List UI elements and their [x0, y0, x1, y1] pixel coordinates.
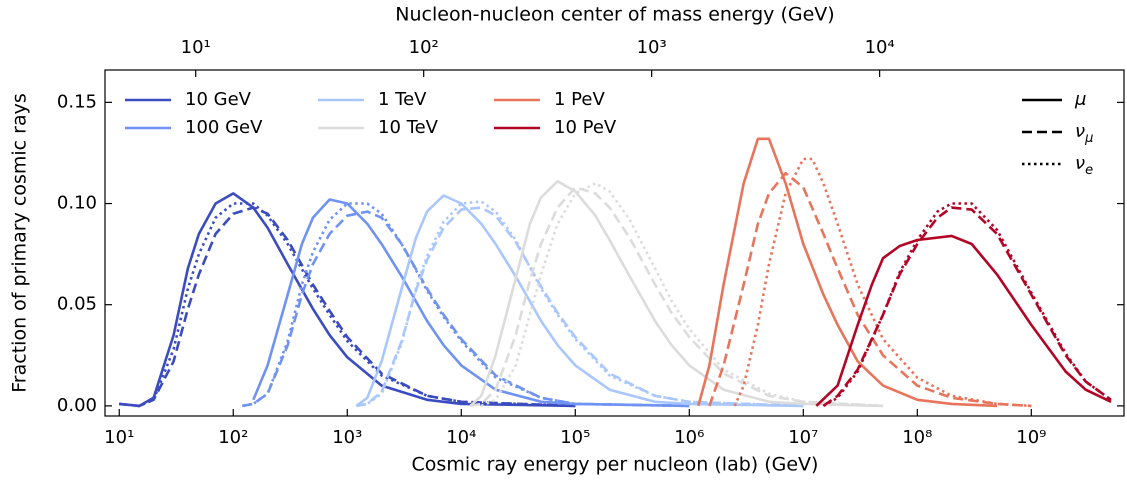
flavor-symbol: ν	[1075, 153, 1085, 174]
x-tick-label: 10³	[332, 427, 362, 448]
legend-label: 10 GeV	[185, 89, 252, 110]
x-tick-label: 10⁹	[1016, 427, 1046, 448]
x-tick-label: 10¹	[104, 427, 134, 448]
legend-label: 10 PeV	[554, 117, 617, 138]
series-line	[355, 194, 804, 408]
series-line	[356, 200, 804, 408]
series-line	[119, 206, 576, 408]
x-axis-label: Cosmic ray energy per nucleon (lab) (GeV…	[412, 454, 819, 476]
series-line	[480, 182, 884, 408]
x-tick-label: 10⁸	[902, 427, 932, 448]
series-line	[697, 137, 998, 408]
x-tick-label: 10⁵	[560, 427, 590, 448]
x-tick-label: 10²	[218, 427, 248, 448]
series-line	[815, 234, 1112, 407]
x-tick-label: 10⁷	[788, 427, 818, 448]
plot-frame	[104, 69, 1125, 417]
series-line	[252, 198, 690, 408]
y-tick-label: 0.15	[57, 91, 97, 112]
y-tick-label: 0.00	[57, 395, 97, 416]
x2-tick-label: 10³	[637, 37, 667, 58]
legend-label: 100 GeV	[185, 117, 263, 138]
x-tick-label: 10⁴	[446, 427, 476, 448]
flavor-subscript: e	[1085, 163, 1093, 178]
flavor-subscript: μ	[1084, 131, 1093, 146]
series-line	[119, 202, 576, 408]
x2-tick-label: 10²	[409, 37, 439, 58]
plot-lines	[119, 137, 1112, 408]
x2-tick-label: 10¹	[181, 37, 211, 58]
series-line	[469, 180, 884, 408]
legend-label: νe	[1075, 153, 1093, 178]
x2-tick-label: 10⁴	[865, 37, 895, 58]
series-line	[822, 206, 1112, 407]
y-axis-label: Fraction of primary cosmic rays	[9, 93, 31, 392]
series-line	[356, 206, 804, 408]
y-tick-label: 0.05	[57, 294, 97, 315]
legend-label: μ	[1074, 89, 1086, 110]
flavor-symbol: ν	[1075, 121, 1085, 142]
legend-label: 10 TeV	[378, 117, 439, 138]
legend-label: 1 PeV	[554, 89, 605, 110]
x-tick-label: 10⁶	[674, 427, 704, 448]
legend-label: 1 TeV	[378, 89, 427, 110]
flavor-symbol: μ	[1074, 89, 1086, 110]
series-line	[470, 186, 884, 408]
series-line	[708, 171, 1032, 408]
series-line	[119, 192, 576, 408]
legend-label: νμ	[1075, 121, 1093, 146]
x2-axis-label: Nucleon-nucleon center of mass energy (G…	[395, 4, 834, 26]
series-line	[733, 157, 1032, 408]
y-tick-label: 0.10	[57, 193, 97, 214]
series-line	[242, 210, 690, 408]
